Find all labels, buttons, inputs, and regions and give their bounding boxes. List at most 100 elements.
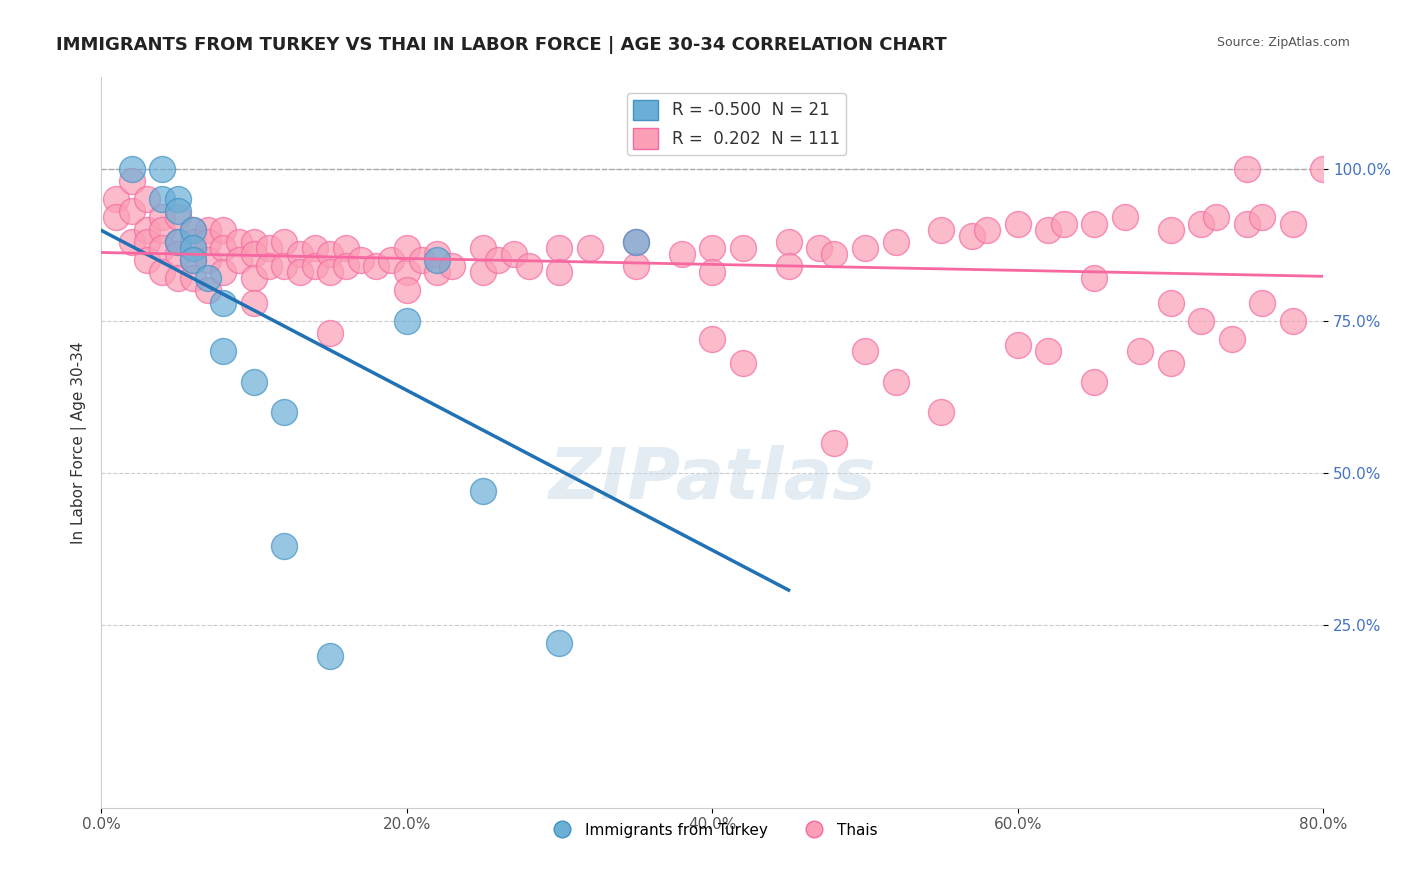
Point (1083, 375, 1105, 389)
Point (1038, 344, 1060, 359)
Point (426, 252, 449, 267)
Point (319, 247, 342, 261)
Point (1083, 217, 1105, 231)
Point (548, 241, 571, 255)
Point (228, 252, 250, 267)
Point (441, 259, 464, 273)
Point (411, 252, 433, 267)
Point (1160, 295, 1182, 310)
Point (1251, 211, 1274, 225)
Point (624, 259, 647, 273)
Point (395, 241, 418, 255)
Point (502, 247, 524, 261)
Point (288, 265, 311, 279)
Point (395, 265, 418, 279)
Point (273, 539, 295, 553)
Point (472, 265, 495, 279)
Point (426, 265, 449, 279)
Point (624, 235, 647, 249)
Point (121, 161, 143, 176)
Point (150, 192, 173, 206)
Point (136, 222, 159, 236)
Point (288, 247, 311, 261)
Point (1220, 332, 1243, 346)
Point (366, 259, 388, 273)
Point (121, 204, 143, 219)
Point (257, 241, 280, 255)
Point (150, 241, 173, 255)
Point (350, 252, 373, 267)
Point (105, 211, 128, 225)
Point (1251, 295, 1274, 310)
Point (395, 284, 418, 298)
Point (931, 222, 953, 236)
Point (931, 405, 953, 419)
Point (150, 222, 173, 236)
Point (517, 259, 540, 273)
Point (304, 241, 326, 255)
Point (1160, 222, 1182, 236)
Point (1281, 314, 1303, 328)
Point (778, 259, 800, 273)
Point (426, 247, 449, 261)
Point (823, 247, 845, 261)
Point (380, 252, 402, 267)
Point (273, 259, 295, 273)
Point (212, 265, 235, 279)
Point (166, 235, 188, 249)
Point (181, 222, 204, 236)
Point (853, 344, 876, 359)
Point (136, 252, 159, 267)
Point (197, 252, 219, 267)
Point (335, 259, 357, 273)
Point (105, 192, 128, 206)
Point (197, 271, 219, 285)
Point (273, 405, 295, 419)
Point (150, 265, 173, 279)
Point (136, 192, 159, 206)
Point (1038, 222, 1060, 236)
Point (702, 241, 724, 255)
Point (976, 222, 998, 236)
Point (166, 192, 188, 206)
Point (212, 344, 235, 359)
Point (243, 375, 266, 389)
Point (273, 235, 295, 249)
Point (166, 235, 188, 249)
Point (319, 265, 342, 279)
Y-axis label: In Labor Force | Age 30-34: In Labor Force | Age 30-34 (72, 342, 87, 544)
Point (702, 265, 724, 279)
Point (212, 295, 235, 310)
Point (181, 271, 204, 285)
Point (1007, 338, 1029, 352)
Point (579, 241, 602, 255)
Point (257, 259, 280, 273)
Point (197, 284, 219, 298)
Point (1160, 356, 1182, 370)
Point (319, 326, 342, 340)
Point (150, 211, 173, 225)
Point (1281, 217, 1303, 231)
Point (181, 241, 204, 255)
Point (197, 235, 219, 249)
Point (884, 235, 907, 249)
Point (121, 174, 143, 188)
Point (166, 271, 188, 285)
Point (150, 161, 173, 176)
Point (197, 222, 219, 236)
Text: ZIPatlas: ZIPatlas (548, 444, 876, 514)
Point (778, 235, 800, 249)
Point (181, 252, 204, 267)
Point (702, 332, 724, 346)
Legend: Immigrants from Turkey, Thais: Immigrants from Turkey, Thais (541, 817, 883, 844)
Point (136, 235, 159, 249)
Point (166, 204, 188, 219)
Point (486, 252, 509, 267)
Point (1189, 314, 1212, 328)
Point (243, 235, 266, 249)
Point (472, 241, 495, 255)
Point (808, 241, 831, 255)
Point (1205, 211, 1227, 225)
Point (853, 241, 876, 255)
Point (181, 222, 204, 236)
